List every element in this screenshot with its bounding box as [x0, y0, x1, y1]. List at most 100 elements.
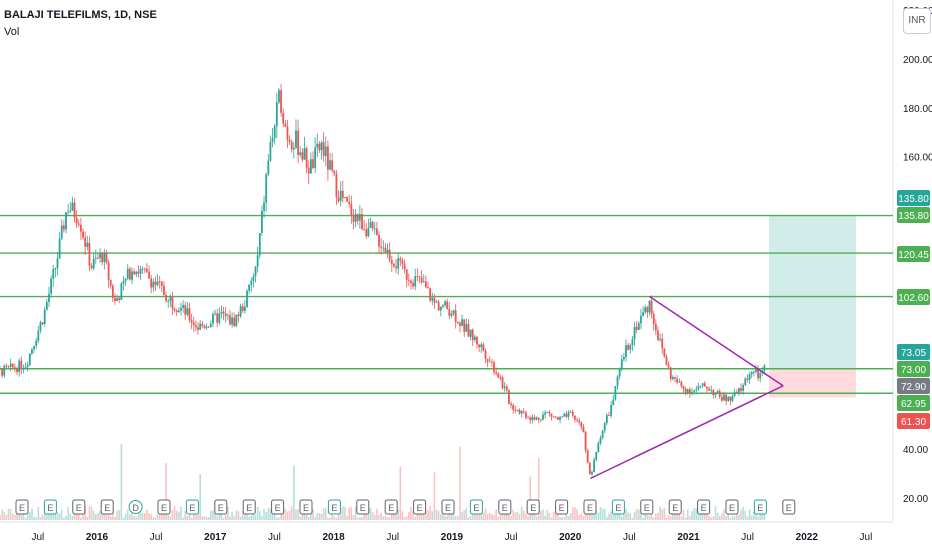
- volume-bar: [467, 517, 470, 520]
- candle-body: [427, 287, 429, 289]
- price-tick-label: 40.00: [903, 445, 928, 456]
- volume-bar: [322, 508, 325, 520]
- volume-bar: [391, 514, 393, 520]
- volume-bar: [16, 512, 18, 520]
- earnings-marker[interactable]: E: [214, 499, 228, 515]
- earnings-marker[interactable]: E: [753, 499, 767, 515]
- candle-body: [648, 300, 651, 313]
- volume-bar: [258, 511, 261, 520]
- volume-bar: [495, 509, 497, 520]
- earnings-marker[interactable]: E: [526, 499, 540, 515]
- candle-body: [41, 322, 44, 325]
- earnings-marker[interactable]: E: [43, 499, 57, 515]
- time-tick-label: 2017: [204, 532, 227, 543]
- earnings-marker[interactable]: E: [725, 499, 739, 515]
- volume-bar: [120, 443, 123, 520]
- volume-bar: [444, 516, 446, 520]
- earnings-marker[interactable]: E: [100, 499, 114, 515]
- volume-bar: [699, 511, 702, 520]
- candle-body: [292, 147, 295, 150]
- badge-bg: [897, 246, 930, 262]
- volume-bar: [420, 512, 423, 520]
- earnings-marker[interactable]: E: [15, 499, 29, 515]
- support-resistance-lines[interactable]: [0, 214, 893, 394]
- volume-bar: [680, 516, 683, 520]
- volume-bar: [248, 516, 250, 520]
- earnings-marker[interactable]: E: [611, 499, 625, 515]
- volume-bar: [610, 511, 612, 520]
- volume-bar: [582, 515, 585, 520]
- candle-body: [657, 330, 659, 340]
- volume-bar: [648, 515, 651, 520]
- volume-bar: [697, 509, 700, 520]
- stop-zone[interactable]: [769, 368, 856, 398]
- candle-body: [588, 462, 591, 475]
- candle-body: [146, 268, 148, 272]
- candle-body: [50, 278, 52, 294]
- candle-body: [11, 363, 14, 368]
- time-axis[interactable]: Jul 2016 Jul 2017 Jul 2018 Jul 2019 Jul 2020 Jul 20…: [31, 532, 872, 543]
- candle-body: [682, 386, 685, 389]
- time-tick-label: 2020: [559, 532, 582, 543]
- volume-bar: [384, 515, 387, 520]
- earnings-marker[interactable]: E: [384, 499, 398, 515]
- volume-bar: [761, 513, 764, 520]
- earnings-marker[interactable]: E: [782, 499, 796, 515]
- candle-body: [689, 389, 691, 394]
- earnings-marker[interactable]: E: [271, 499, 285, 515]
- volume-bar: [133, 516, 135, 520]
- candle-body: [137, 271, 140, 274]
- candle-body: [175, 310, 178, 313]
- earnings-marker[interactable]: E: [356, 499, 370, 515]
- volume-bar: [633, 511, 636, 520]
- earnings-marker[interactable]: E: [327, 499, 341, 515]
- earnings-marker[interactable]: E: [299, 499, 313, 515]
- currency-button[interactable]: INR: [903, 8, 931, 34]
- marker-letter: E: [417, 503, 423, 513]
- earnings-marker[interactable]: E: [555, 499, 569, 515]
- earnings-marker[interactable]: E: [640, 499, 654, 515]
- candle-body: [755, 369, 757, 372]
- symbol-title[interactable]: BALAJI TELEFILMS, 1D, NSE: [4, 9, 157, 21]
- candle-body: [237, 314, 240, 317]
- earnings-marker[interactable]: E: [583, 499, 597, 515]
- candle-body: [163, 285, 165, 296]
- candle-body: [363, 229, 366, 230]
- earnings-marker[interactable]: E: [72, 499, 86, 515]
- earnings-marker[interactable]: E: [185, 499, 199, 515]
- candle-body: [382, 247, 385, 249]
- candle-body: [640, 315, 642, 324]
- candle-body: [239, 306, 242, 317]
- candle-body: [686, 389, 689, 394]
- target-zone[interactable]: [769, 215, 856, 369]
- price-badge: 73.05: [897, 344, 930, 360]
- candle-body: [356, 214, 359, 221]
- triangle-pattern[interactable]: [589, 295, 784, 480]
- earnings-marker[interactable]: E: [242, 499, 256, 515]
- triangle-lower-line[interactable]: [589, 385, 784, 480]
- earnings-marker[interactable]: E: [413, 499, 427, 515]
- candle-body: [101, 252, 104, 263]
- volume-bar: [43, 511, 46, 520]
- candle-body: [109, 279, 112, 286]
- candle-body: [631, 339, 634, 345]
- earnings-marker[interactable]: E: [469, 499, 483, 515]
- earnings-marker[interactable]: E: [498, 499, 512, 515]
- candle-body: [5, 365, 8, 367]
- earnings-marker[interactable]: E: [697, 499, 711, 515]
- earnings-icon: [356, 499, 370, 515]
- dividend-marker[interactable]: D: [128, 500, 143, 514]
- volume-bar: [88, 506, 91, 520]
- candle-body: [450, 313, 453, 316]
- volume-bar: [465, 507, 468, 520]
- earnings-marker[interactable]: E: [441, 499, 455, 515]
- volume-bar: [542, 509, 544, 520]
- volume-bar: [523, 510, 525, 520]
- triangle-upper-line[interactable]: [649, 295, 784, 387]
- risk-reward-zones[interactable]: [769, 215, 856, 398]
- earnings-marker[interactable]: E: [668, 499, 682, 515]
- earnings-marker[interactable]: E: [157, 499, 171, 515]
- volume-bar: [567, 516, 570, 520]
